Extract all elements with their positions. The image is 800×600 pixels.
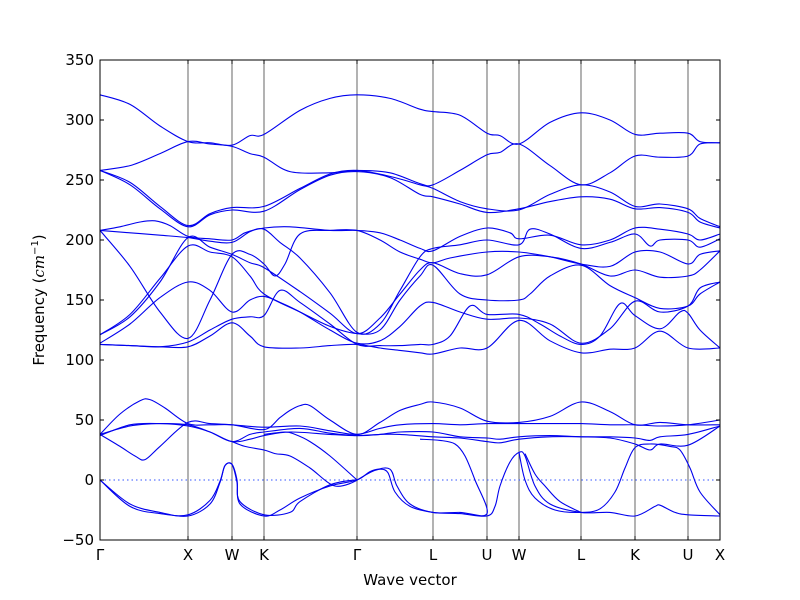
y-tick-label: −50 [62, 531, 94, 549]
x-tick-label: L [429, 546, 438, 564]
x-tick-label: Γ [96, 546, 105, 564]
x-tick-label: U [683, 546, 694, 564]
y-tick-label: 150 [65, 291, 94, 309]
y-tick-label: 50 [75, 411, 94, 429]
y-axis-label-exponent: −1 [30, 240, 41, 255]
x-tick-label: X [715, 546, 725, 564]
y-tick-label: 300 [65, 111, 94, 129]
y-tick-label: 250 [65, 171, 94, 189]
y-axis-label-suffix: ) [30, 234, 48, 240]
x-axis-label: Wave vector [363, 571, 457, 589]
x-tick-label: U [482, 546, 493, 564]
y-axis-label-unit: cm [30, 255, 48, 278]
x-tick-label: W [512, 546, 527, 564]
x-tick-label: K [630, 546, 641, 564]
x-tick-label: W [225, 546, 240, 564]
x-tick-label: Γ [353, 546, 362, 564]
x-tick-label: K [259, 546, 270, 564]
y-axis-label-prefix: Frequency ( [30, 278, 48, 366]
y-tick-label: 100 [65, 351, 94, 369]
x-tick-label: X [183, 546, 193, 564]
y-tick-label: 200 [65, 231, 94, 249]
x-tick-label: L [577, 546, 586, 564]
y-tick-label: 350 [65, 51, 94, 69]
y-tick-label: 0 [84, 471, 94, 489]
